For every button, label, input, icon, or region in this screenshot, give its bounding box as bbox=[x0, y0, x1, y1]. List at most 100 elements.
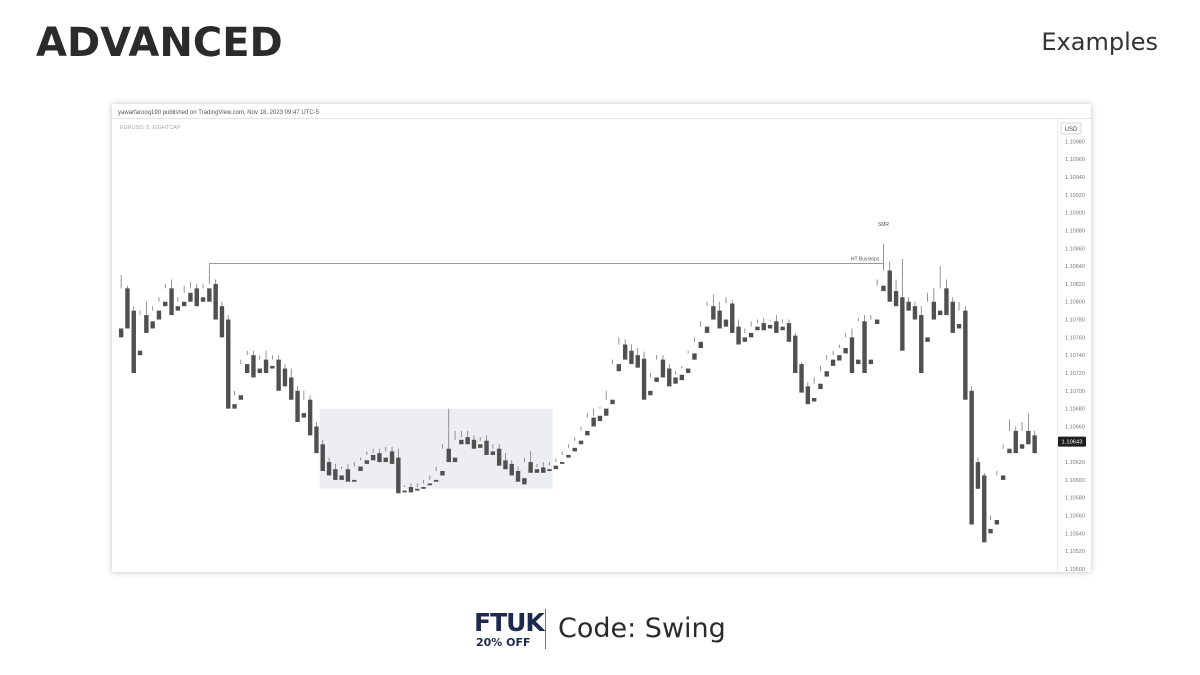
candle bbox=[421, 479, 426, 489]
candle-body-down bbox=[257, 368, 262, 373]
candle-body-down bbox=[767, 324, 773, 329]
candle-body-down bbox=[925, 337, 930, 342]
candle-body-down bbox=[963, 310, 968, 400]
candle bbox=[761, 317, 766, 331]
candle bbox=[944, 279, 949, 316]
candle bbox=[181, 285, 187, 307]
candle bbox=[301, 390, 307, 418]
candle bbox=[591, 408, 596, 427]
candle-body-down bbox=[427, 483, 433, 486]
y-tick-label: 1.10860 bbox=[1065, 246, 1085, 252]
candle-body-down bbox=[181, 301, 187, 307]
y-tick-label: 1.10920 bbox=[1065, 193, 1085, 199]
y-tick-label: 1.10840 bbox=[1065, 264, 1085, 270]
candle bbox=[660, 355, 666, 378]
candle bbox=[685, 350, 691, 373]
candle-body-down bbox=[333, 469, 338, 480]
candle-body-down bbox=[1013, 430, 1018, 454]
candle bbox=[717, 301, 722, 329]
candle bbox=[824, 355, 829, 377]
candle-body-down bbox=[446, 448, 451, 463]
y-tick-label: 1.10520 bbox=[1065, 549, 1085, 555]
candle-body-down bbox=[276, 359, 281, 391]
candle bbox=[352, 462, 357, 482]
y-tick-label: 1.10760 bbox=[1065, 335, 1085, 341]
candle-body-down bbox=[585, 430, 590, 436]
chart-background bbox=[112, 104, 1091, 572]
candle-body-down bbox=[352, 479, 357, 482]
candle-body-down bbox=[118, 328, 124, 338]
candle-body-down bbox=[622, 344, 628, 360]
symbol-line: EURUSD, 5, EIGHTCAP bbox=[120, 125, 181, 131]
candle-body-down bbox=[226, 319, 231, 409]
candle bbox=[1019, 422, 1025, 449]
candle bbox=[1007, 419, 1012, 454]
candle-body-down bbox=[396, 457, 401, 494]
candle-body-down bbox=[163, 301, 168, 307]
candle bbox=[830, 350, 836, 366]
candle-body-down bbox=[811, 397, 817, 402]
candle bbox=[503, 453, 508, 470]
candle bbox=[982, 472, 987, 543]
candle-body-down bbox=[969, 390, 974, 525]
candle-body-down bbox=[761, 323, 766, 331]
footer-divider bbox=[545, 609, 546, 649]
candle bbox=[452, 430, 458, 463]
candle-body-down bbox=[786, 323, 792, 342]
candle-body-down bbox=[818, 383, 823, 390]
candle-body-down bbox=[685, 368, 691, 373]
candle-body-down bbox=[194, 288, 199, 307]
y-tick-label: 1.10560 bbox=[1065, 514, 1085, 520]
candle bbox=[118, 275, 124, 338]
candle-body-down bbox=[137, 350, 143, 356]
candle bbox=[648, 373, 653, 396]
candle-body-down bbox=[843, 348, 848, 354]
candle bbox=[1032, 430, 1037, 454]
candle bbox=[515, 466, 521, 482]
candle bbox=[276, 355, 281, 391]
candle bbox=[818, 365, 823, 390]
candle-body-down bbox=[144, 315, 149, 333]
candle-body-down bbox=[169, 288, 174, 316]
candle bbox=[723, 297, 729, 327]
candle-body-down bbox=[931, 301, 937, 320]
candle bbox=[522, 457, 527, 485]
candle bbox=[1000, 444, 1006, 480]
candle-body-down bbox=[219, 306, 225, 338]
candle-body-down bbox=[465, 437, 470, 445]
candle-body-down bbox=[282, 368, 288, 387]
candle bbox=[440, 444, 445, 476]
candle-body-down bbox=[547, 469, 552, 471]
candle bbox=[131, 306, 136, 373]
candle-body-down bbox=[415, 488, 420, 491]
candle-body-down bbox=[648, 390, 653, 396]
footer: FTUK 20% OFF Code: Swing bbox=[0, 606, 1200, 656]
level-layer: HT Buystops SMR bbox=[208, 222, 889, 267]
candle bbox=[736, 319, 741, 345]
last-price-label: 1.10643 bbox=[1062, 440, 1083, 446]
candle bbox=[226, 315, 231, 409]
y-tick-label: 1.10780 bbox=[1065, 318, 1085, 324]
candle-body-down bbox=[748, 332, 754, 338]
candle bbox=[616, 337, 622, 372]
candle bbox=[339, 466, 344, 480]
candle bbox=[874, 279, 880, 324]
candle-body-down bbox=[566, 454, 571, 458]
candle-body-down bbox=[1000, 475, 1006, 480]
candle bbox=[811, 377, 817, 402]
y-tick-label: 1.10620 bbox=[1065, 460, 1085, 466]
candle bbox=[364, 451, 370, 464]
candle bbox=[175, 297, 181, 311]
candle bbox=[597, 406, 603, 422]
candle bbox=[673, 371, 678, 384]
candle bbox=[755, 319, 760, 331]
candle-body-down bbox=[188, 292, 193, 302]
currency-box[interactable] bbox=[1060, 122, 1082, 135]
candle-body-down bbox=[459, 439, 464, 445]
candlestick-chart[interactable]: yawarfarooq190 published on TradingView.… bbox=[112, 104, 1091, 572]
chart-frame: yawarfarooq190 published on TradingView.… bbox=[112, 104, 1091, 572]
candle-body-down bbox=[975, 462, 981, 489]
candle bbox=[194, 283, 199, 307]
candle-body-down bbox=[307, 399, 313, 436]
candle-body-down bbox=[849, 337, 855, 373]
